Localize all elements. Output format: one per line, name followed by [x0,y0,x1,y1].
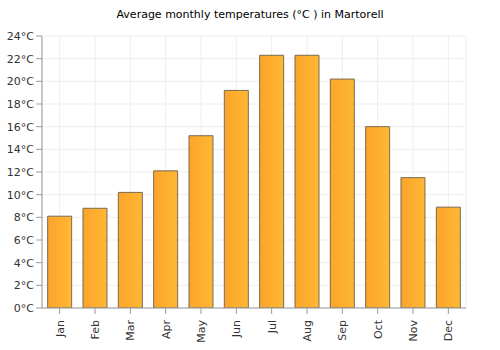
svg-text:6°C: 6°C [14,234,34,247]
svg-text:May: May [195,320,208,343]
svg-text:18°C: 18°C [8,98,34,111]
svg-text:Sep: Sep [336,320,349,341]
svg-text:Aug: Aug [301,320,314,341]
svg-text:12°C: 12°C [8,166,34,179]
svg-text:16°C: 16°C [8,121,34,134]
html-text:Average monthly temperatures (: Average monthly temperatures (°C ) in Ma… [116,8,384,21]
svg-text:Feb: Feb [89,320,102,339]
svg-text:10°C: 10°C [8,189,34,202]
svg-text:Mar: Mar [124,320,137,341]
svg-text:Jun: Jun [230,320,243,338]
svg-text:Nov: Nov [407,320,420,342]
svg-text:Jan: Jan [54,320,67,338]
svg-text:Oct: Oct [372,319,385,339]
svg-text:24°C: 24°C [8,30,34,43]
svg-text:Jul: Jul [266,320,279,334]
svg-text:20°C: 20°C [8,75,34,88]
svg-text:0°C: 0°C [14,302,34,315]
svg-text:Dec: Dec [442,320,455,341]
svg-text:2°C: 2°C [14,279,34,292]
svg-text:14°C: 14°C [8,143,34,156]
svg-text:4°C: 4°C [14,257,34,270]
svg-text:Apr: Apr [160,320,173,340]
svg-text:22°C: 22°C [8,53,34,66]
svg-text:8°C: 8°C [14,211,34,224]
